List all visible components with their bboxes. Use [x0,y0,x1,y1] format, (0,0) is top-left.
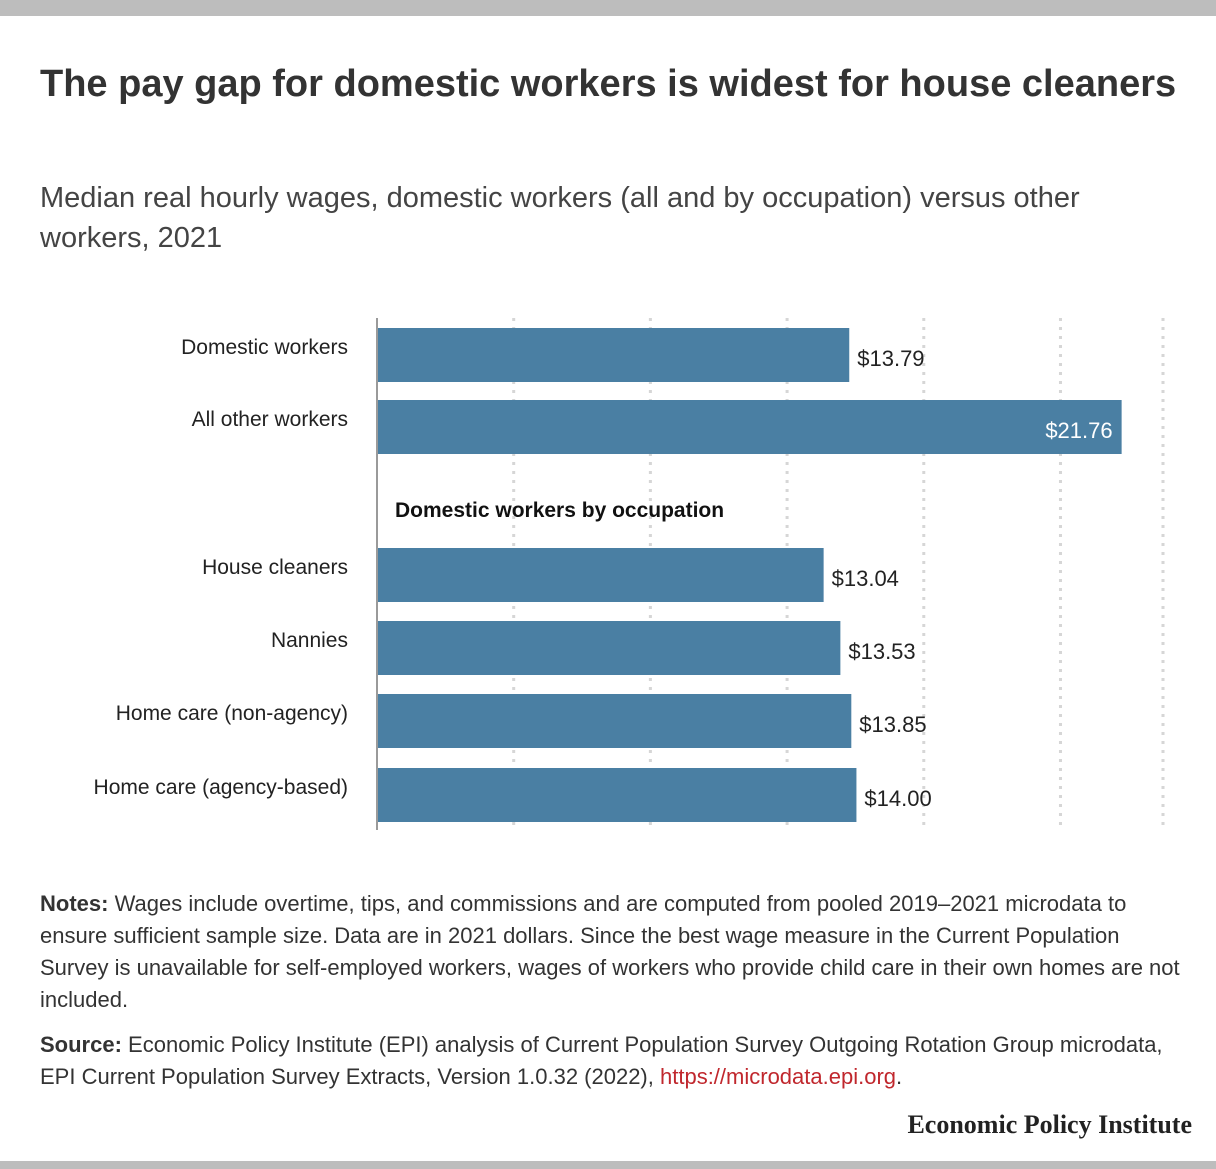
epi-logo-text: Economic Policy Institute [907,1110,1192,1139]
category-label: All other workers [192,408,348,431]
data-label: $13.53 [848,639,915,664]
source: Source: Economic Policy Institute (EPI) … [40,1029,1180,1093]
data-label: $13.04 [832,566,899,591]
group-label: Domestic workers by occupation [395,499,724,522]
category-label: Domestic workers [181,336,348,359]
data-label: $13.85 [859,712,926,737]
bar [378,621,841,675]
source-link[interactable]: https://microdata.epi.org [660,1064,897,1089]
data-label: $13.79 [857,346,924,371]
bar [378,328,850,382]
notes-text: Wages include overtime, tips, and commis… [40,891,1180,1012]
category-label: House cleaners [202,556,348,579]
bottom-border [0,1161,1216,1169]
notes-label: Notes: [40,891,109,916]
bar [378,548,824,602]
notes: Notes: Wages include overtime, tips, and… [40,888,1180,1016]
bar [378,694,852,748]
bar [378,400,1122,454]
data-label: $21.76 [1045,418,1112,443]
category-label: Home care (agency-based) [94,776,348,799]
bar-chart: Domestic workers $13.79 All other workers $… [94,318,1165,830]
chart-title: The pay gap for domestic workers is wide… [40,63,1177,105]
data-label: $14.00 [864,786,931,811]
source-end: . [896,1064,903,1089]
bar [378,768,857,822]
chart-subtitle: Median real hourly wages, domestic worke… [40,182,1080,254]
source-label: Source: [40,1032,122,1057]
top-border [0,0,1216,16]
source-text: Economic Policy Institute (EPI) analysis… [40,1032,1163,1089]
category-label: Home care (non-agency) [116,702,348,725]
category-label: Nannies [271,629,348,652]
